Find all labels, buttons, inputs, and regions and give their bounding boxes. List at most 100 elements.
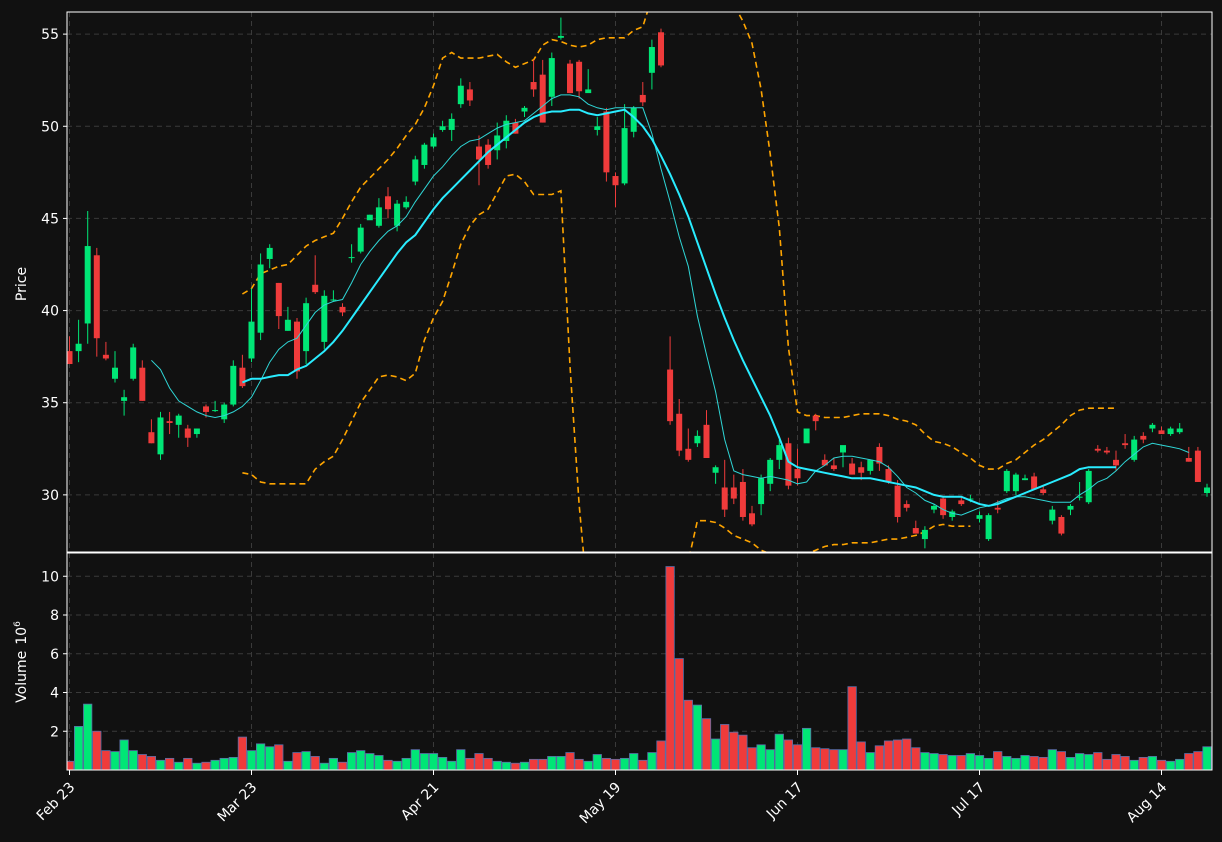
candle bbox=[639, 82, 646, 106]
candle-body bbox=[175, 415, 182, 425]
candle bbox=[266, 244, 273, 269]
candle-body bbox=[1058, 516, 1065, 534]
candle-body bbox=[612, 176, 619, 186]
volume-bar bbox=[638, 759, 648, 770]
candle bbox=[1140, 432, 1147, 444]
volume-bar bbox=[1138, 757, 1148, 770]
volume-bar bbox=[701, 718, 712, 770]
candle-body bbox=[385, 196, 391, 210]
candle-body bbox=[803, 428, 810, 444]
volume-bar bbox=[683, 699, 693, 770]
candle-body bbox=[1194, 450, 1201, 482]
candle-body bbox=[539, 74, 546, 123]
candle-body bbox=[849, 463, 856, 475]
candle-body bbox=[594, 126, 601, 130]
volume-bar bbox=[337, 761, 348, 770]
volume-bars bbox=[67, 566, 1212, 770]
candle-body bbox=[812, 415, 819, 422]
bollinger-lower-line bbox=[242, 173, 971, 552]
candle-body bbox=[93, 255, 100, 339]
volume-bar bbox=[228, 757, 238, 770]
candle bbox=[858, 461, 865, 481]
candle-body bbox=[139, 367, 146, 401]
volume-bar bbox=[1093, 752, 1103, 770]
candle-body bbox=[885, 469, 892, 482]
candle bbox=[457, 78, 464, 108]
price-tick-label: 50 bbox=[41, 119, 59, 135]
volume-bar bbox=[647, 752, 657, 770]
volume-bar bbox=[947, 755, 957, 770]
volume-tick-label: 6 bbox=[50, 647, 59, 663]
volume-bar bbox=[620, 757, 630, 770]
candle bbox=[193, 428, 200, 438]
candle bbox=[239, 354, 246, 388]
candle bbox=[585, 69, 592, 94]
volume-bar bbox=[984, 757, 994, 770]
volume-bar bbox=[92, 730, 102, 770]
volume-bar bbox=[1056, 751, 1066, 770]
candle-body bbox=[767, 459, 774, 484]
candle bbox=[448, 113, 455, 142]
candle bbox=[949, 509, 956, 521]
candle bbox=[121, 389, 128, 416]
candle-body bbox=[357, 227, 364, 252]
candle-body bbox=[1103, 450, 1110, 453]
candle-body bbox=[648, 47, 655, 73]
candle-body bbox=[448, 118, 455, 130]
volume-bar bbox=[146, 756, 156, 770]
volume-bar bbox=[456, 749, 466, 770]
candle-body bbox=[958, 500, 965, 505]
candle-body bbox=[421, 144, 428, 165]
volume-bar bbox=[1002, 756, 1012, 770]
candle bbox=[812, 413, 819, 431]
volume-bar bbox=[756, 744, 766, 770]
candle bbox=[1076, 481, 1083, 501]
candle bbox=[330, 290, 337, 302]
candle bbox=[339, 303, 346, 317]
candle-body bbox=[203, 406, 209, 412]
candle-body bbox=[876, 446, 883, 464]
candle bbox=[612, 172, 619, 208]
volume-bar bbox=[365, 753, 375, 770]
candle-body bbox=[321, 295, 328, 342]
candle-body bbox=[758, 478, 765, 505]
candle-body bbox=[567, 63, 573, 94]
candle-body bbox=[157, 417, 164, 455]
candle bbox=[685, 428, 692, 462]
volume-bar bbox=[510, 762, 521, 770]
candle-body bbox=[130, 347, 137, 379]
volume-bar bbox=[237, 736, 247, 770]
candle bbox=[466, 82, 473, 106]
candle bbox=[1040, 485, 1047, 495]
candle bbox=[567, 59, 573, 94]
candle-body bbox=[921, 529, 928, 540]
volume-axis-label-text: Volume bbox=[14, 651, 30, 703]
candle bbox=[676, 399, 683, 457]
candle bbox=[403, 196, 410, 210]
candle bbox=[348, 244, 355, 263]
candle bbox=[1158, 426, 1165, 435]
candle bbox=[385, 187, 391, 219]
volume-bar bbox=[1175, 758, 1185, 770]
candle-body bbox=[840, 445, 846, 453]
volume-bar bbox=[201, 761, 211, 770]
candle bbox=[1185, 446, 1192, 462]
candle-body bbox=[1049, 509, 1056, 521]
candle-body bbox=[339, 306, 346, 313]
candle-body bbox=[1176, 428, 1183, 433]
candle-body bbox=[439, 126, 446, 130]
bollinger-bands bbox=[241, 12, 1116, 552]
moving-average-slow-line bbox=[242, 108, 1116, 507]
candle-body bbox=[903, 504, 910, 508]
volume-bar bbox=[792, 744, 803, 770]
volume-bar bbox=[119, 739, 129, 770]
volume-bar bbox=[1166, 760, 1176, 770]
candle bbox=[1031, 472, 1038, 490]
volume-bar bbox=[1111, 754, 1121, 770]
volume-bar bbox=[410, 749, 420, 770]
candle-body bbox=[348, 257, 355, 259]
candle-body bbox=[148, 432, 155, 444]
candle bbox=[312, 255, 319, 294]
candle bbox=[821, 454, 828, 466]
volume-tick-label: 2 bbox=[50, 724, 59, 740]
